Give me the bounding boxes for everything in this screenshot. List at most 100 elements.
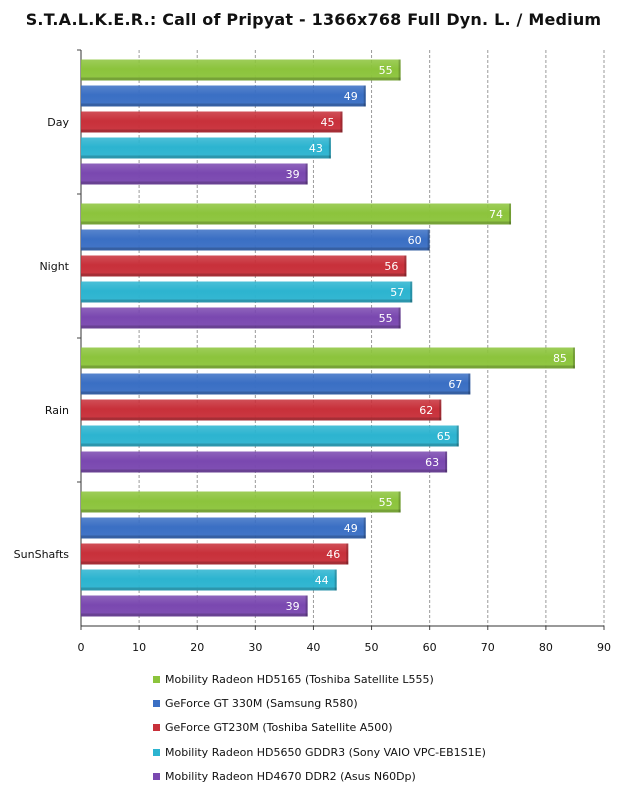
legend-swatch (153, 748, 160, 756)
bar-endcap (439, 399, 442, 421)
bar-value-label: 49 (344, 90, 358, 103)
bar-shadow (81, 613, 308, 617)
bar-value-label: 46 (326, 548, 340, 561)
x-tick-label: 90 (597, 641, 611, 654)
bar-shadow (81, 299, 413, 303)
bar (81, 137, 331, 159)
bar-value-label: 55 (379, 64, 393, 77)
bar (81, 399, 442, 421)
bar (81, 347, 575, 369)
bar-shadow (81, 391, 471, 395)
legend-label: Mobility Radeon HD5650 GDDR3 (Sony VAIO … (165, 745, 486, 759)
bar-value-label: 49 (344, 522, 358, 535)
bar-endcap (404, 255, 407, 277)
bar-shadow (81, 417, 442, 421)
bar-endcap (328, 137, 331, 159)
x-tick-label: 10 (132, 641, 146, 654)
bar-shadow (81, 535, 366, 539)
bar-value-label: 43 (309, 142, 323, 155)
bar (81, 229, 430, 251)
category-label: Rain (45, 404, 69, 417)
bar-value-label: 74 (489, 208, 503, 221)
bar-value-label: 65 (437, 430, 451, 443)
x-tick-label: 20 (190, 641, 204, 654)
legend-label: GeForce GT230M (Toshiba Satellite A500) (165, 721, 393, 735)
bar-endcap (363, 85, 366, 107)
bar-endcap (340, 111, 343, 133)
bar-shadow (81, 103, 366, 107)
bar (81, 111, 343, 133)
bar-shadow (81, 273, 407, 277)
bar-shadow (81, 155, 331, 159)
bar-endcap (363, 517, 366, 539)
bar (81, 203, 512, 225)
bar (81, 595, 308, 617)
x-tick-label: 70 (481, 641, 495, 654)
bar-shadow (81, 181, 308, 185)
bar-endcap (468, 373, 471, 395)
bar-value-label: 39 (286, 600, 300, 613)
x-tick-label: 60 (423, 641, 437, 654)
bar-value-label: 57 (390, 286, 404, 299)
bar (81, 451, 448, 473)
bar (81, 281, 413, 303)
legend-swatch (153, 724, 160, 732)
category-label: SunShafts (14, 548, 70, 561)
bar-shadow (81, 247, 430, 251)
legend-swatch (153, 676, 160, 683)
bar-endcap (509, 203, 512, 225)
bar-endcap (427, 229, 430, 251)
bar-endcap (445, 451, 448, 473)
x-tick-label: 40 (306, 641, 320, 654)
category-label: Night (39, 260, 69, 273)
bar-shadow (81, 129, 343, 133)
x-tick-label: 50 (365, 641, 379, 654)
bar-value-label: 45 (321, 116, 335, 129)
bar (81, 491, 401, 513)
bar-endcap (410, 281, 413, 303)
bar (81, 517, 366, 539)
bar (81, 569, 337, 591)
bar-value-label: 67 (448, 378, 462, 391)
x-tick-label: 80 (539, 641, 553, 654)
bar-value-label: 62 (419, 404, 433, 417)
bar-endcap (456, 425, 459, 447)
legend-label: GeForce GT 330M (Samsung R580) (165, 697, 358, 711)
bar-endcap (398, 307, 401, 329)
bar (81, 307, 401, 329)
chart-title: S.T.A.L.K.E.R.: Call of Pripyat - 1366x7… (25, 10, 602, 29)
bar-value-label: 63 (425, 456, 439, 469)
bar-shadow (81, 561, 349, 565)
bar (81, 85, 366, 107)
bar (81, 255, 407, 277)
bar-value-label: 55 (379, 312, 393, 325)
bar (81, 59, 401, 81)
bar-value-label: 60 (408, 234, 422, 247)
bar-shadow (81, 221, 512, 225)
bar-endcap (398, 491, 401, 513)
bar-shadow (81, 365, 575, 369)
bar-value-label: 85 (553, 352, 567, 365)
legend-swatch (153, 772, 160, 780)
bar-value-label: 39 (286, 168, 300, 181)
legend-swatch (153, 700, 160, 708)
bar-endcap (305, 595, 308, 617)
bar-endcap (305, 163, 308, 185)
x-tick-label: 30 (248, 641, 262, 654)
x-tick-label: 0 (78, 641, 85, 654)
bar-endcap (334, 569, 337, 591)
bar (81, 543, 349, 565)
bar-shadow (81, 77, 401, 81)
bar-shadow (81, 509, 401, 513)
bar (81, 373, 471, 395)
bar-endcap (572, 347, 575, 369)
bar-value-label: 55 (379, 496, 393, 509)
bar-value-label: 56 (384, 260, 398, 273)
bar-shadow (81, 325, 401, 329)
bar-shadow (81, 443, 459, 447)
legend-label: Mobility Radeon HD4670 DDR2 (Asus N60Dp) (165, 769, 416, 783)
bar-shadow (81, 469, 448, 473)
category-label: Day (47, 116, 69, 129)
bar-shadow (81, 587, 337, 591)
